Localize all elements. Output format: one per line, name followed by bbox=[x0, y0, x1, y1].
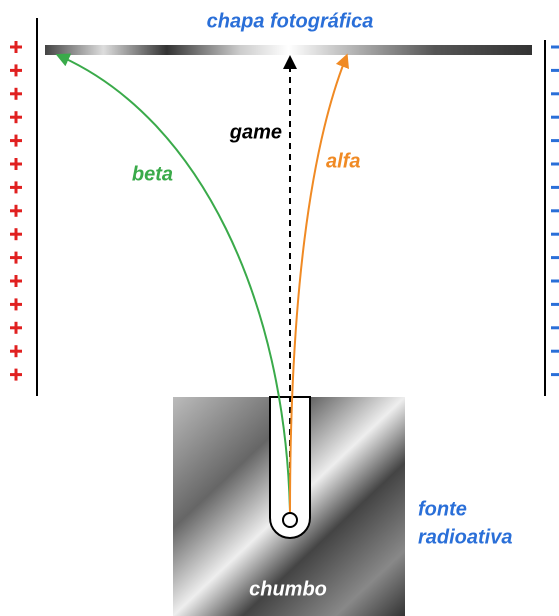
plate-label: chapa fotográfica bbox=[207, 10, 374, 32]
charge-signs bbox=[10, 41, 559, 381]
photo-plate bbox=[45, 45, 532, 55]
alpha-label: alfa bbox=[326, 150, 360, 172]
source-label: radioativa bbox=[418, 526, 512, 548]
source bbox=[282, 512, 298, 528]
beta-label: beta bbox=[132, 163, 173, 185]
beta-ray bbox=[55, 53, 291, 513]
lead-label: chumbo bbox=[249, 578, 327, 600]
gamma-label: game bbox=[229, 121, 282, 143]
alpha-ray bbox=[289, 53, 349, 513]
source-label: fonte bbox=[418, 498, 467, 520]
